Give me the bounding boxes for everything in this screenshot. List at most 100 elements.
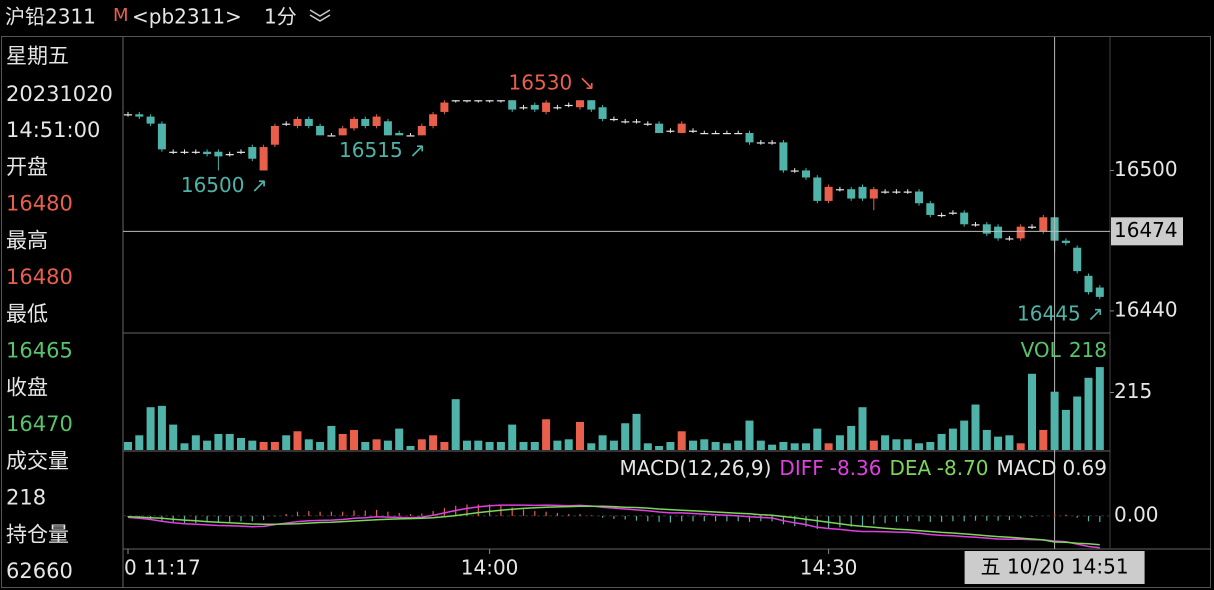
candle-body xyxy=(316,125,325,136)
symbol[interactable]: 沪铅2311 xyxy=(5,5,96,29)
candle-body xyxy=(587,100,596,110)
candle-body xyxy=(756,142,765,144)
volume-bar xyxy=(711,441,720,450)
volume-bar xyxy=(960,420,969,450)
field-value: 62660 xyxy=(6,559,73,583)
volume-bar xyxy=(157,405,166,450)
candle-body xyxy=(225,154,234,156)
field-label: 成交量 xyxy=(6,449,69,473)
candle-body xyxy=(824,186,833,201)
field-label: 最高 xyxy=(6,229,48,253)
candle-body xyxy=(960,212,969,225)
candle-body xyxy=(677,123,686,133)
volume-bar xyxy=(994,436,1003,450)
volume-bar xyxy=(858,407,867,450)
candle-body xyxy=(1095,287,1104,297)
candle-body xyxy=(463,100,471,102)
macd-line xyxy=(127,505,1100,546)
candle-body xyxy=(474,100,483,102)
volume-bar xyxy=(225,433,234,450)
volume-bar xyxy=(485,441,494,450)
candle-body xyxy=(813,177,822,201)
volume-bar xyxy=(621,423,630,450)
candle-body xyxy=(745,132,754,143)
candle-body xyxy=(496,100,505,102)
candle-body xyxy=(576,100,584,108)
volume-bar xyxy=(530,441,539,450)
candle-body xyxy=(248,147,257,159)
volume-bar xyxy=(1050,391,1059,450)
candle-body xyxy=(869,189,878,199)
candle-body xyxy=(768,142,777,144)
volume-bar xyxy=(722,443,731,450)
candle-body xyxy=(598,107,607,119)
volume-bar xyxy=(937,433,946,450)
candle-body xyxy=(982,224,991,234)
volume-bar xyxy=(542,419,551,450)
candle-body xyxy=(892,191,901,193)
y-tick-label: 0.00 xyxy=(1114,502,1159,526)
candle-body xyxy=(847,189,856,199)
volume-bar xyxy=(203,440,212,450)
crosshair-label-box xyxy=(1111,217,1183,246)
volume-bar xyxy=(417,439,426,450)
volume-bar xyxy=(383,440,392,450)
candle-body xyxy=(881,191,890,193)
candle-body xyxy=(124,114,132,116)
candle-body xyxy=(1084,275,1093,293)
code: <pb2311> xyxy=(132,5,242,29)
extreme-label: 16515 ↗ xyxy=(339,138,426,162)
volume-bar xyxy=(474,440,483,450)
candle-body xyxy=(722,132,731,135)
volume-bar xyxy=(406,445,415,450)
y-tick-label: 16500 xyxy=(1114,157,1178,181)
volume-bar xyxy=(553,440,562,450)
candle-body xyxy=(1016,226,1025,239)
candle-body xyxy=(994,226,1003,239)
volume-bar xyxy=(824,443,833,450)
volume-bar xyxy=(180,443,189,450)
macd-legend: MACD(12,26,9) DIFF -8.36 DEA -8.70 MACD 0.69 xyxy=(620,456,1107,480)
candle-body xyxy=(214,151,223,157)
volume-bar xyxy=(1028,373,1036,450)
volume-bar xyxy=(971,404,980,450)
period[interactable]: 1分 xyxy=(264,5,297,29)
volume-bar xyxy=(237,437,245,450)
volume-bar xyxy=(926,441,935,450)
candle-body xyxy=(519,107,528,109)
field-label: 收盘 xyxy=(6,376,48,400)
crosshair-x-box xyxy=(964,551,1145,584)
date: 20231020 xyxy=(6,82,113,106)
field-value: 16480 xyxy=(6,265,73,289)
legend-value: -8.36 xyxy=(830,456,882,480)
candle-body xyxy=(790,170,799,172)
volume-bar xyxy=(632,413,641,450)
volume-legend: VOL 218 xyxy=(1021,338,1107,362)
candle-body xyxy=(858,186,867,199)
candle-body xyxy=(666,130,675,132)
volume-bar xyxy=(655,445,664,450)
volume-bar xyxy=(327,425,336,450)
volume-bar xyxy=(1073,396,1082,450)
volume-bar xyxy=(293,431,302,450)
volume-bar xyxy=(124,441,132,450)
dropdown-icon[interactable] xyxy=(309,9,331,22)
candle-body xyxy=(542,102,551,112)
volume-bar xyxy=(1095,367,1104,450)
field-label: 最低 xyxy=(6,302,48,326)
volume-bar xyxy=(813,428,822,450)
volume-bar xyxy=(429,435,438,450)
candle-body xyxy=(440,102,449,112)
candle-body xyxy=(779,142,788,171)
volume-bar xyxy=(903,439,912,450)
candle-body xyxy=(372,116,381,126)
volume-bar xyxy=(790,443,799,450)
candle-body xyxy=(361,118,370,126)
volume-bar xyxy=(892,439,901,450)
crosshair-label: 16474 xyxy=(1114,218,1178,242)
candle-body xyxy=(485,100,494,102)
volume-bar xyxy=(779,441,788,450)
volume-bar xyxy=(395,428,404,450)
volume-bar xyxy=(835,435,844,450)
volume-bar xyxy=(802,443,810,450)
